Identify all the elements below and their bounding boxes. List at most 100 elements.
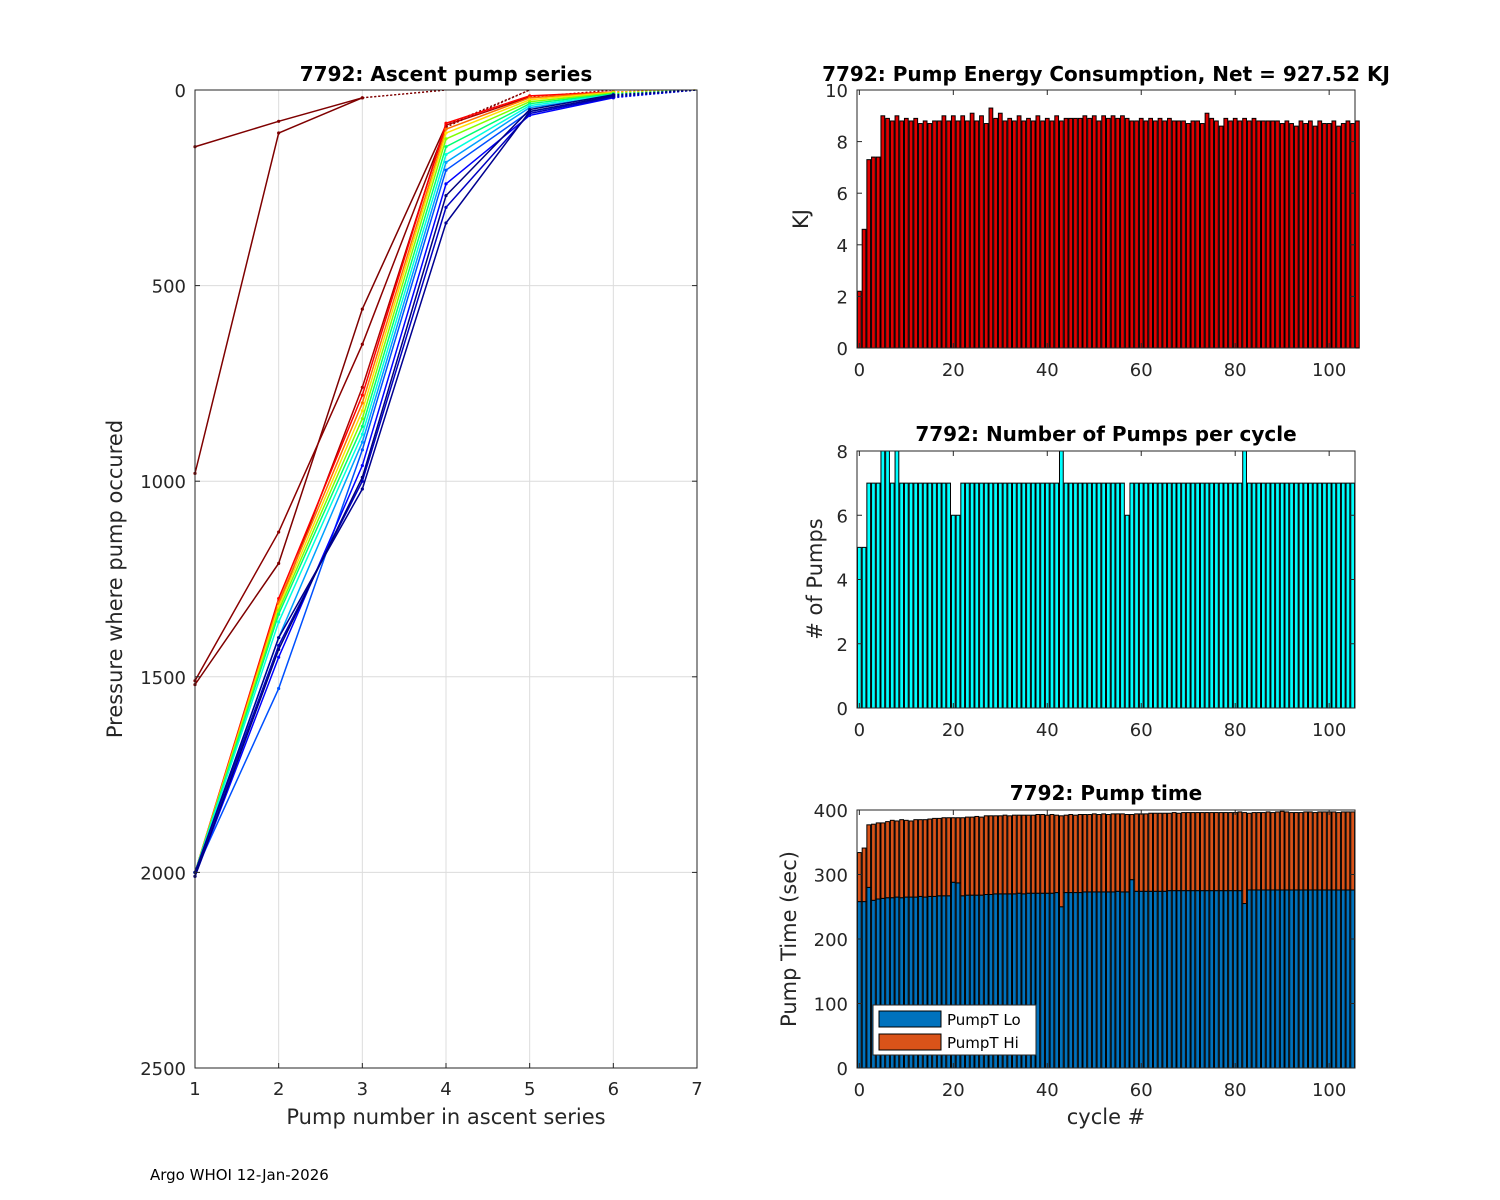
pumptime-hi-bar: [885, 821, 890, 899]
pumps-bar: [1265, 482, 1271, 709]
pumptime-lo-bar: [1101, 891, 1107, 1069]
ascent-series-line: [194, 126, 447, 682]
pumps-bar: [1138, 482, 1144, 709]
ascent-point: [360, 393, 364, 397]
pumps-bar: [941, 482, 947, 709]
energy-bar: [1110, 115, 1116, 349]
legend-swatch-hi: [878, 1033, 942, 1051]
pumps-bar: [1307, 482, 1313, 709]
pumptime-lo-bar: [1279, 889, 1285, 1069]
x-tick-label: 2: [273, 1079, 284, 1100]
pumptime-lo-bar: [1068, 892, 1074, 1069]
ascent-point: [360, 440, 364, 444]
pumps-bar: [997, 482, 1003, 709]
x-tick-label: 0: [854, 1080, 865, 1101]
pumptime-hi-bar: [983, 815, 989, 895]
pumps-bar: [1171, 482, 1177, 709]
energy-bar: [1134, 120, 1139, 349]
pumps-bar: [1091, 482, 1097, 709]
x-tick-label: 0: [854, 360, 865, 381]
pumptime-lo-bar: [1073, 892, 1078, 1069]
energy-bar: [1246, 120, 1252, 349]
pumptime-hi-bar: [1171, 812, 1177, 892]
energy-bar: [875, 156, 881, 349]
pumps-bar: [1340, 482, 1346, 709]
energy-bar: [955, 120, 961, 349]
pumps-bar: [1016, 482, 1022, 709]
y-tick-label: 8: [837, 442, 848, 463]
pumptime-lo-bar: [1129, 879, 1135, 1069]
energy-bar: [1275, 120, 1280, 349]
pumptime-hi-bar: [1054, 814, 1060, 894]
pumps-bar: [1190, 482, 1196, 709]
pumps-bar: [983, 482, 989, 709]
energy-bar: [856, 290, 862, 349]
energy-bar: [894, 115, 900, 349]
pumps-bar: [1176, 482, 1182, 709]
energy-bar: [889, 120, 895, 349]
energy-bar: [1162, 120, 1168, 349]
pumps-bar: [889, 482, 895, 709]
pumptime-hi-bar: [932, 817, 937, 897]
pumptime-lo-bar: [1298, 889, 1304, 1069]
pumptime-lo-bar: [1284, 889, 1290, 1069]
ascent-series-line: [194, 92, 614, 873]
energy-bar: [1054, 115, 1060, 349]
energy-bar: [871, 156, 876, 349]
pumps-bar: [1298, 482, 1304, 709]
pumptime-hi-bar: [1345, 811, 1351, 891]
energy-bar: [1228, 120, 1233, 349]
energy-bar: [1016, 115, 1022, 349]
ascent-chart: 1 2 3 4 5 6 7 0 500 1000 1500 2000 2500 7792: Ascent…: [103, 62, 703, 1129]
ascent-point: [277, 686, 281, 691]
pumptime-lo-bar: [1049, 892, 1055, 1069]
pumps-bar: [1101, 482, 1107, 709]
pumps-bar: [1322, 482, 1327, 709]
pumptime-lo-bar: [1124, 891, 1130, 1069]
pumps-bar: [1026, 482, 1031, 709]
energy-bar: [1096, 120, 1102, 349]
pumps-bar: [1152, 482, 1158, 709]
energy-bar: [918, 123, 923, 349]
energy-bar: [1251, 117, 1257, 349]
energy-bar: [922, 120, 928, 349]
pumptime-hi-bar: [1021, 814, 1027, 895]
energy-bar: [903, 117, 909, 349]
ascent-surface-segment: [445, 89, 530, 126]
pumptime-lo-bar: [1214, 890, 1219, 1069]
pumptime-lo-bar: [1162, 890, 1168, 1069]
pumps-bar: [894, 450, 900, 709]
pumps-bar: [1087, 482, 1092, 709]
pumps-bar: [1002, 482, 1008, 709]
pumps-bar: [1303, 482, 1309, 709]
pumps-bar: [922, 482, 928, 709]
pumptime-hi-bar: [1190, 812, 1196, 892]
pumps-bar: [1261, 482, 1266, 709]
pumptime-lo-bar: [1167, 890, 1172, 1069]
pumptime-hi-bar: [1326, 811, 1332, 891]
pumps-bar: [903, 482, 909, 709]
pumptime-lo-bar: [1190, 890, 1196, 1069]
x-tick-label: 40: [1036, 360, 1059, 381]
pumptime-hi-bar: [941, 817, 947, 897]
pumps-bar: [1293, 482, 1299, 709]
pumps-bar: [1185, 482, 1191, 709]
pumptime-lo-bar: [1336, 889, 1341, 1069]
y-tick-label: 1500: [140, 668, 186, 689]
ascent-series-line: [194, 96, 614, 873]
pumptime-hi-bar: [1261, 812, 1266, 891]
pumptime-lo-bar: [1307, 889, 1313, 1069]
pumps-bar: [1181, 482, 1186, 709]
pumptime-hi-bar: [1256, 812, 1262, 891]
energy-bar: [1091, 115, 1097, 349]
pumptime-hi-bar: [1251, 812, 1257, 891]
pumps-bar: [1096, 482, 1102, 709]
x-tick-label: 100: [1312, 720, 1346, 741]
pumps-bar: [913, 482, 919, 709]
energy-bar: [880, 115, 886, 349]
pumps-bar: [1077, 482, 1083, 709]
pumps-bar: [988, 482, 994, 709]
pumptime-lo-bar: [1120, 891, 1125, 1069]
pumps-bar: [1223, 482, 1229, 709]
